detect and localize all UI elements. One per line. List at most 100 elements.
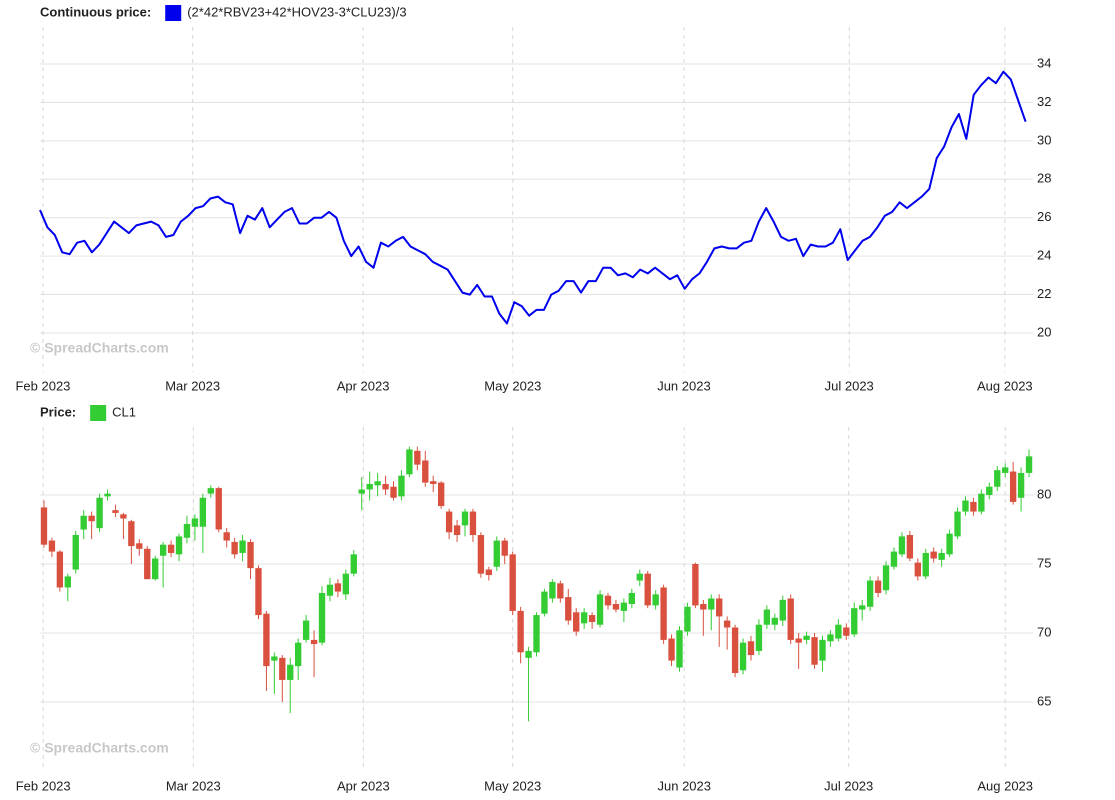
- x-tick-label: Jul 2023: [824, 778, 873, 793]
- legend-swatch: [90, 405, 107, 421]
- candle-body: [787, 598, 794, 640]
- candle-body: [890, 551, 898, 567]
- candle-body: [628, 592, 636, 605]
- candle-body: [565, 597, 572, 621]
- candle-body: [843, 627, 850, 636]
- candle-body: [239, 540, 246, 553]
- candle-body: [604, 595, 612, 606]
- candle-body: [422, 460, 429, 483]
- candle-body: [437, 482, 445, 507]
- candle-body: [72, 535, 79, 570]
- candle-body: [898, 536, 906, 555]
- candle-body: [263, 613, 270, 667]
- candle-body: [644, 573, 651, 606]
- candle-body: [48, 540, 56, 552]
- y-tick-label: 65: [1037, 693, 1051, 708]
- x-tick-label: May 2023: [484, 778, 541, 793]
- candle-body: [183, 523, 191, 538]
- legend-swatch: [165, 5, 182, 21]
- candle-body: [708, 598, 715, 610]
- candle-body: [668, 638, 675, 661]
- candle-body: [318, 592, 326, 643]
- candle-body: [175, 536, 183, 555]
- candle-body: [207, 488, 214, 494]
- candle-body: [96, 497, 103, 529]
- candle-body: [430, 481, 437, 484]
- candle-body: [588, 615, 596, 622]
- candle-body: [493, 540, 500, 567]
- candle-body: [660, 587, 667, 640]
- candle-body: [700, 604, 707, 610]
- candle-body: [358, 489, 365, 494]
- candle-body: [859, 605, 866, 610]
- candle-body: [334, 583, 342, 592]
- candle-body: [342, 573, 350, 595]
- candle-body: [477, 535, 485, 574]
- candle-body: [882, 565, 890, 591]
- candle-body: [525, 650, 532, 658]
- x-tick-label: May 2023: [484, 378, 541, 393]
- candle-body: [747, 641, 755, 656]
- candle-body: [676, 630, 683, 668]
- x-tick-label: Apr 2023: [337, 778, 390, 793]
- candle-body: [922, 552, 929, 577]
- candle-body: [295, 642, 302, 667]
- legend-label: (2*42*RBV23+42*HOV23-3*CLU23)/3: [187, 4, 406, 19]
- candle-body: [580, 612, 588, 624]
- x-tick-label: Aug 2023: [977, 778, 1033, 793]
- legend-title: Continuous price:: [40, 4, 151, 19]
- candle-body: [652, 594, 659, 606]
- candle-body: [914, 562, 921, 577]
- y-tick-label: 75: [1037, 555, 1051, 570]
- candle-body: [485, 569, 493, 576]
- y-tick-label: 70: [1037, 624, 1051, 639]
- y-tick-label: 32: [1037, 94, 1051, 109]
- candle-body: [398, 475, 405, 497]
- candle-body: [811, 637, 818, 665]
- candle-body: [994, 470, 1001, 487]
- candle-body: [779, 599, 786, 621]
- candle-body: [803, 635, 810, 640]
- candle-body: [978, 493, 985, 512]
- candle-body: [954, 511, 961, 537]
- candle-body: [445, 511, 453, 533]
- candle-body: [1009, 471, 1017, 502]
- candle-body: [310, 639, 318, 645]
- candle-body: [1025, 456, 1033, 473]
- candle-body: [819, 639, 826, 661]
- candle-body: [620, 602, 628, 611]
- candle-body: [255, 568, 262, 616]
- candle-body: [771, 617, 778, 625]
- candle-body: [223, 532, 230, 541]
- candle-body: [755, 624, 763, 651]
- candle-body: [302, 620, 310, 640]
- candle-body: [279, 657, 286, 680]
- candle-body: [827, 634, 834, 642]
- y-tick-label: 20: [1037, 324, 1051, 339]
- y-tick-label: 28: [1037, 171, 1051, 186]
- candle-body: [946, 533, 953, 555]
- candle-body: [549, 581, 556, 599]
- candle-body: [596, 594, 604, 625]
- legend-label: CL1: [112, 404, 136, 419]
- y-tick-label: 22: [1037, 286, 1051, 301]
- candle-body: [406, 449, 413, 475]
- candle-body: [453, 525, 461, 536]
- candle-body: [684, 606, 691, 632]
- candle-body: [215, 488, 222, 530]
- watermark: © SpreadCharts.com: [30, 340, 169, 356]
- x-tick-label: Mar 2023: [166, 778, 221, 793]
- candle-body: [906, 535, 914, 559]
- candle-body: [835, 624, 842, 639]
- candle-body: [191, 518, 199, 527]
- candle-body: [144, 548, 151, 580]
- y-tick-label: 34: [1037, 55, 1051, 70]
- x-tick-label: Jul 2023: [825, 378, 874, 393]
- candle-body: [731, 627, 739, 674]
- x-tick-label: Mar 2023: [165, 378, 220, 393]
- candle-body: [509, 554, 516, 611]
- candle-body: [56, 551, 64, 588]
- watermark: © SpreadCharts.com: [30, 740, 169, 756]
- legend-title: Price:: [40, 404, 76, 419]
- candle-body: [366, 483, 373, 490]
